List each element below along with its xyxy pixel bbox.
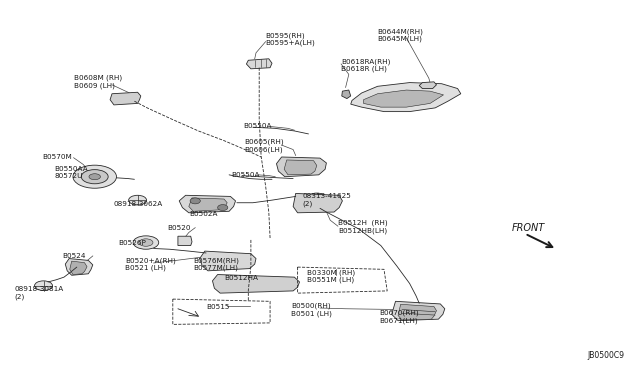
Text: FRONT: FRONT <box>512 223 545 232</box>
Polygon shape <box>351 83 461 112</box>
Circle shape <box>218 205 228 211</box>
Text: B0576M(RH)
B0577M(LH): B0576M(RH) B0577M(LH) <box>193 257 239 271</box>
Text: B0605(RH)
B0606(LH): B0605(RH) B0606(LH) <box>244 139 284 153</box>
Polygon shape <box>364 90 444 107</box>
Polygon shape <box>70 261 87 275</box>
Polygon shape <box>110 92 141 105</box>
Text: B0526P: B0526P <box>118 240 147 246</box>
Text: B0330M (RH)
B0551M (LH): B0330M (RH) B0551M (LH) <box>307 269 355 283</box>
Text: B0515: B0515 <box>207 304 230 310</box>
Ellipse shape <box>73 165 116 188</box>
Polygon shape <box>419 82 436 89</box>
Text: B0512H  (RH)
B0512HB(LH): B0512H (RH) B0512HB(LH) <box>338 220 388 234</box>
Text: B0550A: B0550A <box>232 172 260 178</box>
Polygon shape <box>178 236 192 246</box>
Polygon shape <box>200 251 256 271</box>
Ellipse shape <box>133 236 159 249</box>
Text: B0524: B0524 <box>63 253 86 259</box>
Text: JB0500C9: JB0500C9 <box>587 351 624 360</box>
Text: 08918-3062A: 08918-3062A <box>114 201 163 207</box>
Ellipse shape <box>308 193 326 203</box>
Polygon shape <box>398 304 436 320</box>
Text: B0608M (RH)
B0609 (LH): B0608M (RH) B0609 (LH) <box>74 75 122 89</box>
Text: 08313-41625
(2): 08313-41625 (2) <box>302 193 351 207</box>
Text: B0500(RH)
B0501 (LH): B0500(RH) B0501 (LH) <box>291 302 332 317</box>
Ellipse shape <box>81 170 108 184</box>
Ellipse shape <box>129 195 147 205</box>
Text: B0670(RH)
B0671(LH): B0670(RH) B0671(LH) <box>379 310 419 324</box>
Polygon shape <box>189 198 227 211</box>
Text: B0550AA
80572U: B0550AA 80572U <box>54 167 88 179</box>
Polygon shape <box>293 193 342 213</box>
Polygon shape <box>179 195 236 213</box>
Polygon shape <box>212 275 300 293</box>
Text: B0618RA(RH)
B0618R (LH): B0618RA(RH) B0618R (LH) <box>341 58 390 72</box>
Ellipse shape <box>89 174 100 180</box>
Text: B0520+A(RH)
B0521 (LH): B0520+A(RH) B0521 (LH) <box>125 257 175 271</box>
Text: B0644M(RH)
B0645M(LH): B0644M(RH) B0645M(LH) <box>378 28 424 42</box>
Text: B0550A: B0550A <box>243 124 272 129</box>
Ellipse shape <box>139 239 153 246</box>
Text: 08918-3081A
(2): 08918-3081A (2) <box>14 286 63 300</box>
Polygon shape <box>342 90 351 99</box>
Polygon shape <box>65 259 93 275</box>
Circle shape <box>190 198 200 204</box>
Polygon shape <box>392 301 445 321</box>
Ellipse shape <box>35 281 52 291</box>
Polygon shape <box>276 157 326 177</box>
Text: B0520: B0520 <box>168 225 191 231</box>
Text: B0570M: B0570M <box>42 154 72 160</box>
Text: B0595(RH)
B0595+A(LH): B0595(RH) B0595+A(LH) <box>266 32 316 46</box>
Polygon shape <box>246 59 272 69</box>
Text: B0512HA: B0512HA <box>224 275 258 281</box>
Text: B0502A: B0502A <box>189 211 218 217</box>
Polygon shape <box>284 160 317 175</box>
